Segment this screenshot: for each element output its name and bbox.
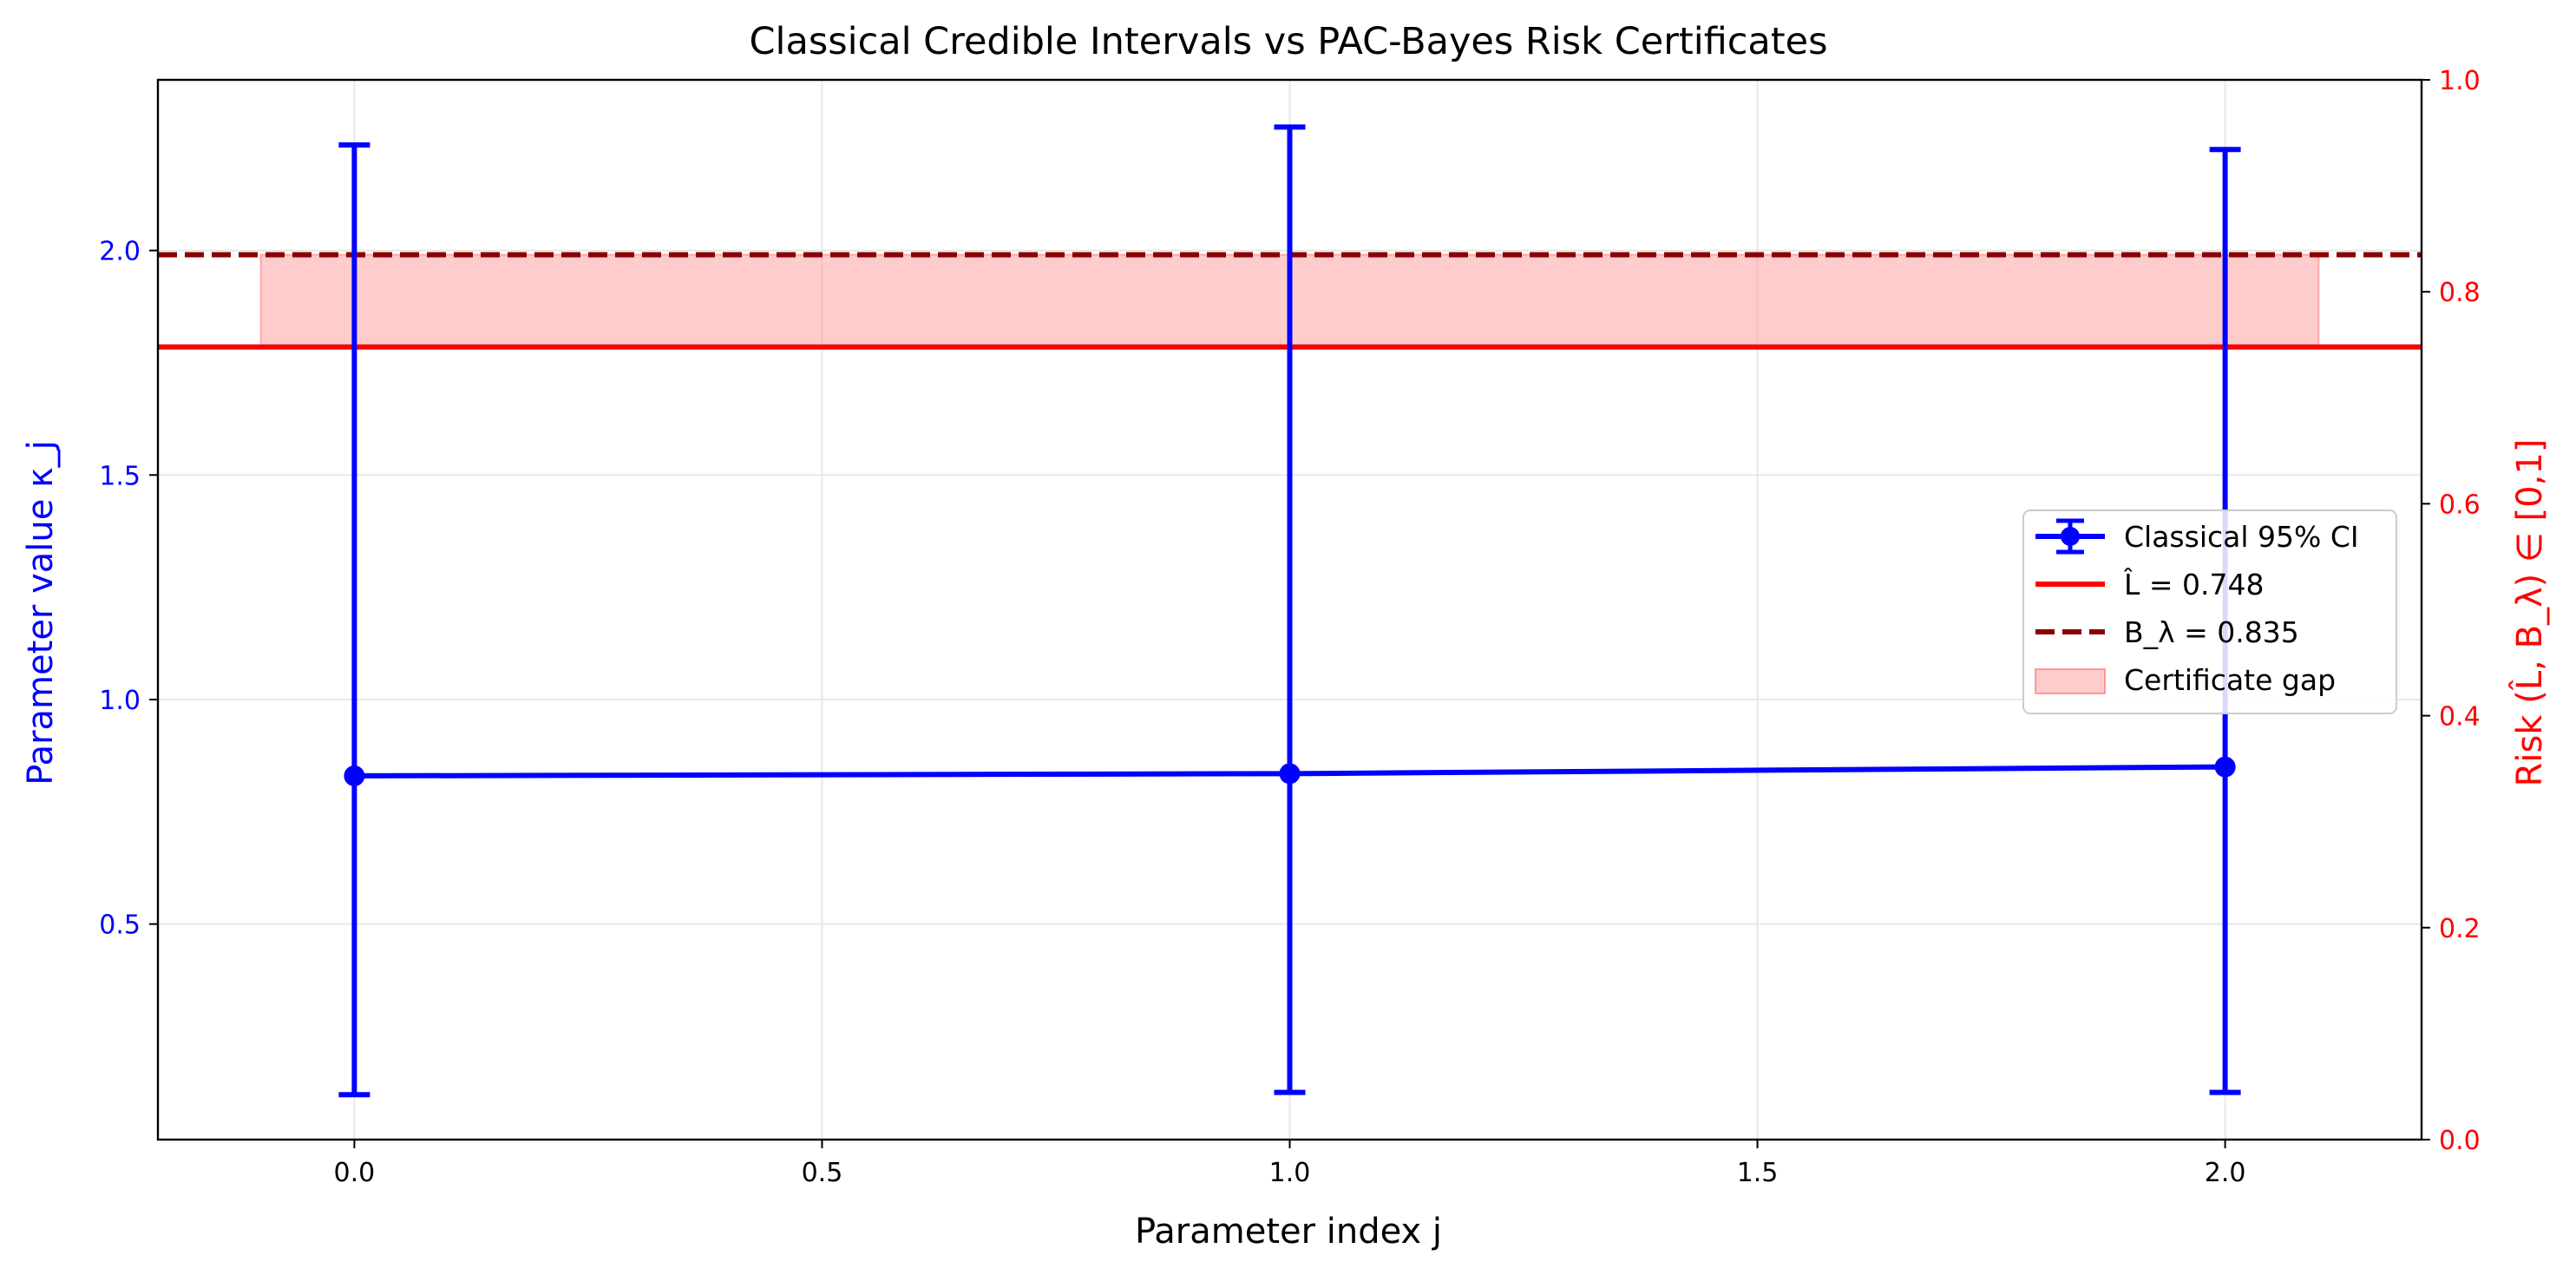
y-left-axis-ticks: 0.5 1.0 1.5 2.0: [99, 237, 158, 941]
y-left-tick-label-2: 1.5: [99, 461, 141, 491]
x-axis-label: Parameter index j: [1135, 1212, 1442, 1252]
legend-label-gap: Certificate gap: [2124, 663, 2336, 697]
y-right-axis-label: Risk (L̂, B_λ) ∈ [0,1]: [2508, 439, 2550, 787]
legend-item-blambda: B_λ = 0.835: [2035, 615, 2299, 649]
y-right-tick-label-1: 0.2: [2439, 914, 2481, 944]
y-right-tick-label-3: 0.6: [2439, 490, 2481, 520]
legend-gap-swatch: [2035, 668, 2106, 694]
legend-ci-swatch-marker: [2061, 527, 2080, 546]
y-left-tick-label-1: 1.0: [99, 686, 141, 716]
y-left-tick-label-3: 2.0: [99, 237, 141, 267]
y-right-tick-label-2: 0.4: [2439, 702, 2481, 733]
x-tick-label-0: 0.0: [334, 1158, 376, 1188]
y-right-axis-ticks: 0.0 0.2 0.4 0.6 0.8 1.0: [2422, 66, 2481, 1156]
y-right-tick-label-4: 0.8: [2439, 278, 2481, 308]
legend-item-gap: Certificate gap: [2035, 663, 2336, 697]
legend-label-ci: Classical 95% CI: [2124, 520, 2359, 554]
y-left-axis-label: Parameter value κ_j: [21, 440, 61, 785]
x-axis-ticks: 0.0 0.5 1.0 1.5 2.0: [334, 1140, 2246, 1188]
x-tick-label-3: 1.5: [1737, 1158, 1779, 1188]
series-layer: [338, 124, 2241, 1098]
ci-point-0: [344, 765, 365, 786]
y-left-tick-label-0: 0.5: [99, 910, 141, 941]
legend-item-ci: Classical 95% CI: [2035, 518, 2359, 555]
ci-point-1: [1279, 763, 1301, 785]
x-tick-label-2: 1.0: [1269, 1158, 1311, 1188]
legend-label-lhat: L̂ = 0.748: [2123, 567, 2264, 601]
ci-point-2: [2214, 756, 2236, 778]
y-right-tick-label-0: 0.0: [2439, 1126, 2481, 1156]
legend-frame: [2022, 509, 2397, 714]
y-right-tick-label-5: 1.0: [2439, 66, 2481, 96]
legend-item-lhat: L̂ = 0.748: [2035, 567, 2265, 601]
legend: Classical 95% CI L̂ = 0.748 B_λ = 0.835 …: [2022, 509, 2397, 714]
x-tick-label-1: 0.5: [802, 1158, 843, 1188]
x-tick-label-4: 2.0: [2205, 1158, 2246, 1188]
chart-title: Classical Credible Intervals vs PAC-Baye…: [750, 20, 1828, 63]
legend-label-blambda: B_λ = 0.835: [2124, 615, 2299, 649]
